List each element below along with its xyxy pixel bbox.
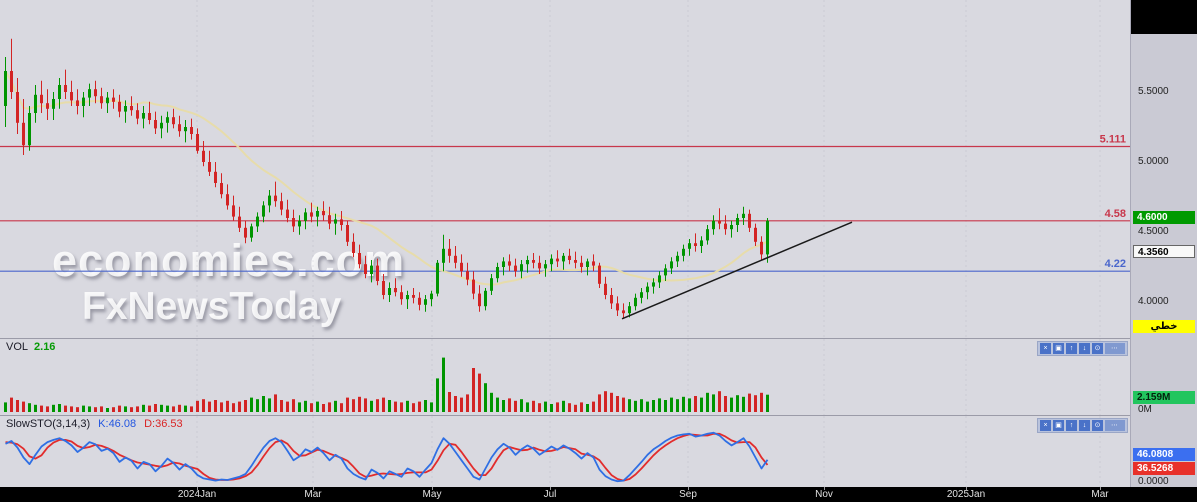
watermark-sub: FxNewsToday: [82, 284, 342, 328]
settings-icon[interactable]: ⊙: [1092, 343, 1103, 354]
watermark: economies.com FxNewsToday: [52, 236, 405, 328]
time-axis-label: 2024Jan: [177, 489, 217, 500]
price-axis-label: 4.0000: [1138, 296, 1169, 307]
time-axis-tick: [824, 487, 825, 490]
close-icon[interactable]: ×: [1040, 343, 1051, 354]
svg-text:4.58: 4.58: [1105, 208, 1126, 220]
more-options-icon[interactable]: ⋯: [1105, 343, 1125, 354]
watermark-brand: economies.com: [52, 235, 406, 286]
volume-axis-zero: 0M: [1138, 404, 1152, 415]
price-axis[interactable]: 5.5000 5.0000 4.5000 4.0000 4.6000 4.3560 خ…: [1130, 0, 1197, 487]
volume-chart[interactable]: [0, 339, 1130, 415]
svg-text:5.111: 5.111: [1100, 134, 1126, 146]
volume-indicator-label: VOL 2.16: [6, 341, 55, 353]
time-axis-label: Mar: [304, 489, 322, 500]
price-axis-label: 5.5000: [1138, 86, 1169, 97]
stochastic-k-badge: 46.0808: [1133, 448, 1195, 461]
volume-value: 2.16: [34, 341, 56, 353]
time-axis-label: May: [422, 489, 442, 500]
restore-icon[interactable]: ▣: [1053, 343, 1064, 354]
stochastic-label: SlowSTO(3,14,3): [6, 418, 91, 430]
volume-value-badge: 2.159M: [1133, 391, 1195, 404]
close-icon[interactable]: ×: [1040, 420, 1051, 431]
axis-corner: [1131, 0, 1197, 34]
volume-panel-toolbar: × ▣ ↑ ↓ ⊙ ⋯: [1037, 341, 1128, 356]
settings-icon[interactable]: ⊙: [1092, 420, 1103, 431]
move-down-icon[interactable]: ↓: [1079, 420, 1090, 431]
move-up-icon[interactable]: ↑: [1066, 343, 1077, 354]
last-price-badge: 4.3560: [1133, 245, 1195, 258]
time-axis-tick: [688, 487, 689, 490]
move-down-icon[interactable]: ↓: [1079, 343, 1090, 354]
price-axis-label: 4.5000: [1138, 226, 1169, 237]
stochastic-panel: SlowSTO(3,14,3) K:46.08 D:36.53 × ▣ ↑ ↓ ⊙ ⋯: [0, 416, 1130, 487]
time-axis-tick: [313, 487, 314, 490]
time-axis-label: Nov: [815, 489, 833, 500]
time-axis-label: Jul: [543, 489, 557, 500]
price-chart-panel: economies.com FxNewsToday 5.111 4.58 4.22: [0, 0, 1130, 338]
time-axis[interactable]: 2024Jan Mar May Jul Sep Nov 2025Jan Mar: [0, 487, 1197, 502]
time-axis-tick: [432, 487, 433, 490]
time-axis-label: Mar: [1091, 489, 1109, 500]
time-axis-tick: [966, 487, 967, 490]
time-axis-tick: [550, 487, 551, 490]
candlestick-chart[interactable]: 5.111 4.58 4.22: [0, 0, 1130, 338]
time-axis-label: 2025Jan: [946, 489, 986, 500]
scale-type-badge[interactable]: خطي: [1133, 320, 1195, 333]
time-axis-tick: [1100, 487, 1101, 490]
restore-icon[interactable]: ▣: [1053, 420, 1064, 431]
stochastic-indicator-label: SlowSTO(3,14,3) K:46.08 D:36.53: [6, 418, 183, 430]
time-axis-label: Sep: [679, 489, 697, 500]
volume-label: VOL: [6, 341, 29, 353]
time-axis-tick: [197, 487, 198, 490]
stochastic-panel-toolbar: × ▣ ↑ ↓ ⊙ ⋯: [1037, 418, 1128, 433]
stochastic-d-badge: 36.5268: [1133, 462, 1195, 475]
panel-separator[interactable]: [0, 338, 1197, 339]
volume-panel: VOL 2.16 × ▣ ↑ ↓ ⊙ ⋯: [0, 339, 1130, 415]
svg-text:4.22: 4.22: [1105, 258, 1126, 270]
stochastic-d-value: D:36.53: [144, 418, 183, 430]
move-up-icon[interactable]: ↑: [1066, 420, 1077, 431]
price-badge-green: 4.6000: [1133, 211, 1195, 224]
stochastic-k-value: K:46.08: [98, 418, 137, 430]
more-options-icon[interactable]: ⋯: [1105, 420, 1125, 431]
price-axis-label: 5.0000: [1138, 156, 1169, 167]
stochastic-axis-zero: 0.0000: [1138, 476, 1169, 487]
panel-separator[interactable]: [0, 415, 1197, 416]
